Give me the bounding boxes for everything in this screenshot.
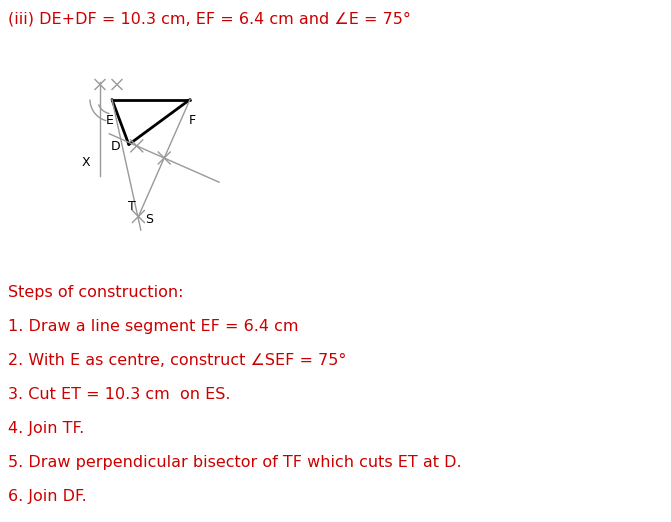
Text: X: X <box>82 156 90 169</box>
Text: E: E <box>106 113 114 126</box>
Text: 6. Join DF.: 6. Join DF. <box>8 489 87 504</box>
Text: (iii) DE+DF = 10.3 cm, EF = 6.4 cm and ∠E = 75°: (iii) DE+DF = 10.3 cm, EF = 6.4 cm and ∠… <box>8 12 411 27</box>
Text: 1. Draw a line segment EF = 6.4 cm: 1. Draw a line segment EF = 6.4 cm <box>8 319 299 334</box>
Text: T: T <box>127 199 136 212</box>
Text: 5. Draw perpendicular bisector of TF which cuts ET at D.: 5. Draw perpendicular bisector of TF whi… <box>8 455 462 470</box>
Text: 2. With E as centre, construct ∠SEF = 75°: 2. With E as centre, construct ∠SEF = 75… <box>8 353 346 368</box>
Text: 3. Cut ET = 10.3 cm  on ES.: 3. Cut ET = 10.3 cm on ES. <box>8 387 231 402</box>
Text: D: D <box>111 140 121 153</box>
Text: Steps of construction:: Steps of construction: <box>8 285 183 300</box>
Text: 4. Join TF.: 4. Join TF. <box>8 421 85 436</box>
Text: F: F <box>189 113 195 126</box>
Text: S: S <box>145 213 153 226</box>
